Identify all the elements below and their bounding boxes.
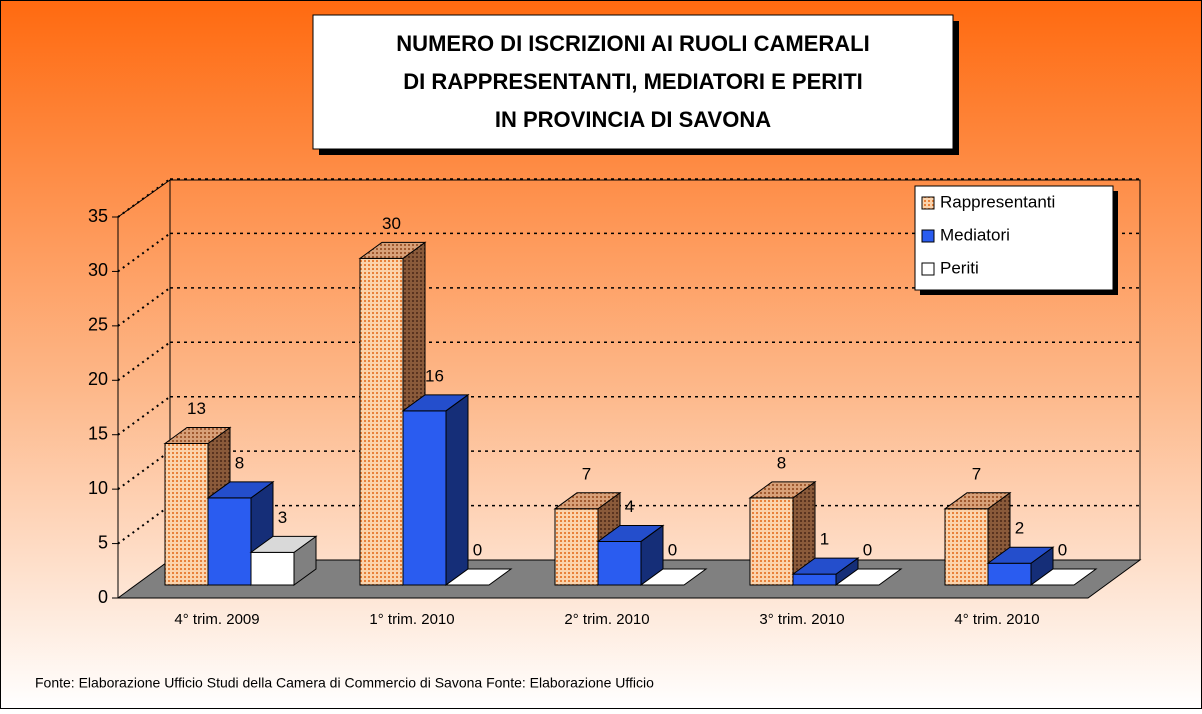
bar-top <box>791 557 860 575</box>
value-label: 3 <box>278 508 287 527</box>
bar-top <box>249 535 318 553</box>
legend <box>914 185 1114 291</box>
bar <box>791 557 860 586</box>
y-tick-label: 10 <box>88 478 108 498</box>
bar <box>748 480 817 586</box>
bar-front <box>359 257 404 586</box>
value-label: 7 <box>972 464 981 483</box>
value-label: 30 <box>382 214 401 233</box>
y-tick-label: 5 <box>98 532 108 552</box>
bar <box>986 546 1055 586</box>
bar <box>444 568 513 586</box>
title-box <box>312 14 954 150</box>
bar-top <box>596 524 665 542</box>
bar-front <box>792 573 837 586</box>
bar-front <box>987 562 1032 586</box>
bar-front <box>207 497 252 586</box>
bar-top <box>358 241 427 259</box>
y-tick-label: 30 <box>88 260 108 280</box>
y-tick-label: 0 <box>98 587 108 607</box>
bar-top <box>1029 568 1098 586</box>
bar-front <box>749 497 794 586</box>
value-label: 4 <box>625 497 634 516</box>
bar <box>639 568 708 586</box>
value-label: 7 <box>582 464 591 483</box>
value-label: 0 <box>668 540 677 559</box>
source-note: Fonte: Elaborazione Ufficio Studi della … <box>35 675 654 691</box>
bar-top <box>444 568 513 586</box>
title-line: DI RAPPRESENTANTI, MEDIATORI E PERITI <box>403 69 863 94</box>
legend-swatch <box>921 262 935 276</box>
value-label: 0 <box>863 540 872 559</box>
legend-swatch <box>921 196 935 210</box>
value-label: 2 <box>1015 519 1024 538</box>
bar-top <box>401 394 470 412</box>
x-tick-label: 4° trim. 2010 <box>954 611 1039 628</box>
bar-top <box>553 492 622 510</box>
legend-label: Rappresentanti <box>940 192 1055 211</box>
legend-swatch <box>921 229 935 243</box>
bar-front <box>250 551 295 586</box>
x-tick-label: 1° trim. 2010 <box>369 611 454 628</box>
value-label: 0 <box>1058 540 1067 559</box>
bar-top <box>943 492 1012 510</box>
bar <box>401 393 470 586</box>
bar-top <box>206 481 275 499</box>
bar-side <box>445 393 469 586</box>
bar-top <box>748 481 817 499</box>
bar-top <box>639 568 708 586</box>
value-label: 0 <box>473 540 482 559</box>
bar-top <box>163 426 232 444</box>
value-label: 8 <box>235 453 244 472</box>
value-label: 8 <box>777 453 786 472</box>
y-tick-label: 25 <box>88 315 108 335</box>
bar-front <box>402 410 447 586</box>
y-tick-label: 15 <box>88 423 108 443</box>
title: NUMERO DI ISCRIZIONI AI RUOLI CAMERALI D… <box>396 31 869 132</box>
value-label: 13 <box>187 399 206 418</box>
x-tick-label: 4° trim. 2009 <box>174 611 259 628</box>
bar <box>834 568 903 586</box>
bar-front <box>944 508 989 586</box>
y-tick-label: 20 <box>88 369 108 389</box>
bar <box>249 535 318 586</box>
title-line: NUMERO DI ISCRIZIONI AI RUOLI CAMERALI <box>396 31 869 56</box>
title-line: IN PROVINCIA DI SAVONA <box>495 107 771 132</box>
bar-front <box>164 442 209 586</box>
bar <box>596 524 665 586</box>
value-label: 16 <box>425 366 444 385</box>
legend-label: Mediatori <box>940 225 1010 244</box>
legend-entries: Rappresentanti Mediatori Periti <box>921 192 1055 277</box>
bar-top <box>834 568 903 586</box>
y-tick-label: 35 <box>88 206 108 226</box>
bar-top <box>986 546 1055 564</box>
value-label: 1 <box>820 530 829 549</box>
x-tick-label: 3° trim. 2010 <box>759 611 844 628</box>
bar <box>1029 568 1098 586</box>
x-tick-label: 2° trim. 2010 <box>564 611 649 628</box>
legend-label: Periti <box>940 258 979 277</box>
bar-front <box>554 508 599 586</box>
bar-front <box>597 540 642 586</box>
